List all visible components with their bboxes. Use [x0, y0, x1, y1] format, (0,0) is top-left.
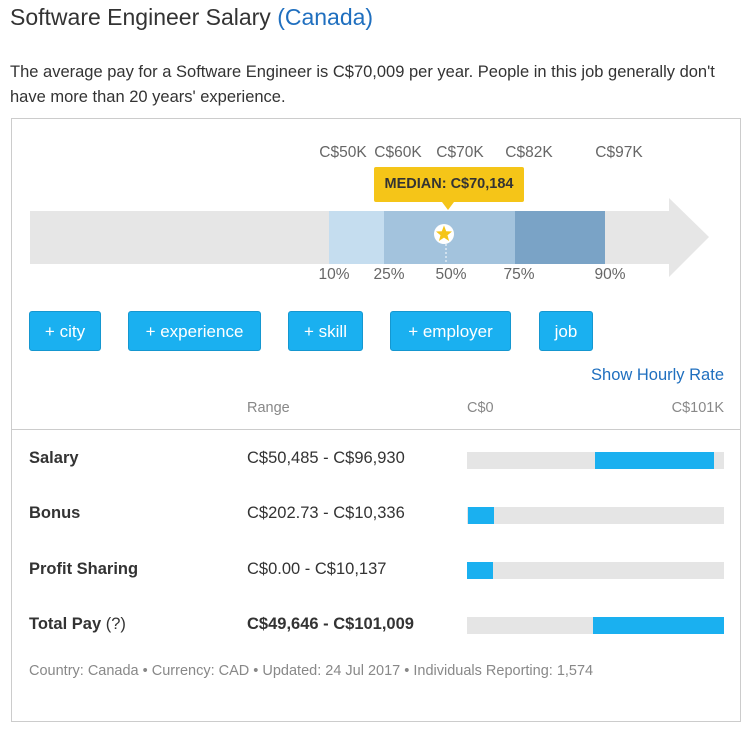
filter-skill-button[interactable]: + skill [288, 311, 363, 351]
percentile-label-90: 90% [594, 266, 626, 283]
band-75-90 [515, 211, 605, 264]
percentile-label-25: 25% [373, 266, 405, 283]
percentile-label-75: 75% [503, 266, 535, 283]
range-fill-salary [595, 452, 714, 469]
scale-max-label: C$101K [671, 400, 724, 416]
tick-label-p10-value: C$50K [319, 144, 367, 161]
row-range-total-pay: C$49,646 - C$101,009 [247, 615, 414, 633]
filter-experience-button[interactable]: + experience [128, 311, 261, 351]
range-fill-bonus [467, 507, 494, 524]
range-fill-profit-sharing [467, 562, 493, 579]
range-bar-bonus [467, 507, 724, 524]
tick-label-p90-value: C$97K [595, 144, 643, 161]
salary-description: The average pay for a Software Engineer … [10, 63, 715, 106]
tick-label-p50-value: C$70K [436, 144, 484, 161]
star-icon [436, 225, 452, 241]
range-fill-total-pay [593, 617, 724, 634]
tick-label-p25-value: C$60K [374, 144, 422, 161]
tick-label-p75-value: C$82K [505, 144, 553, 161]
filter-city-button[interactable]: + city [29, 311, 101, 351]
median-tooltip: MEDIAN: C$70,184 [374, 167, 524, 210]
filter-job-button[interactable]: job [539, 311, 593, 351]
range-bar-total-pay [467, 617, 724, 634]
row-label-profit-sharing: Profit Sharing [29, 560, 139, 578]
percentile-label-50: 50% [435, 266, 467, 283]
table-divider [12, 429, 740, 430]
range-bar-profit-sharing [467, 562, 724, 579]
salary-card [11, 118, 741, 722]
row-range-bonus: C$202.73 - C$10,336 [247, 504, 405, 522]
range-column-header: Range [247, 400, 290, 416]
row-range-salary: C$50,485 - C$96,930 [247, 449, 405, 467]
page-title-text: Software Engineer Salary [10, 4, 271, 30]
percentile-label-10: 10% [318, 266, 350, 283]
filter-employer-button[interactable]: + employer [390, 311, 511, 351]
total-pay-help-link[interactable]: (?) [105, 615, 126, 633]
page-title: Software Engineer Salary (Canada) [10, 4, 373, 31]
row-label-bonus: Bonus [29, 504, 81, 522]
salary-distribution-graphic [30, 198, 709, 277]
scale-min-label: C$0 [467, 400, 494, 416]
row-label-salary: Salary [29, 449, 79, 467]
range-bar-salary [467, 452, 724, 469]
show-hourly-rate-link[interactable]: Show Hourly Rate [591, 366, 724, 384]
band-10-25 [329, 211, 384, 264]
row-range-profit-sharing: C$0.00 - C$10,137 [247, 560, 387, 578]
salary-footer-meta: Country: Canada • Currency: CAD • Update… [29, 663, 594, 679]
location-link[interactable]: (Canada) [277, 4, 374, 30]
row-label-total-pay: Total Pay (?) [29, 615, 126, 634]
total-pay-label-text: Total Pay [29, 615, 102, 633]
